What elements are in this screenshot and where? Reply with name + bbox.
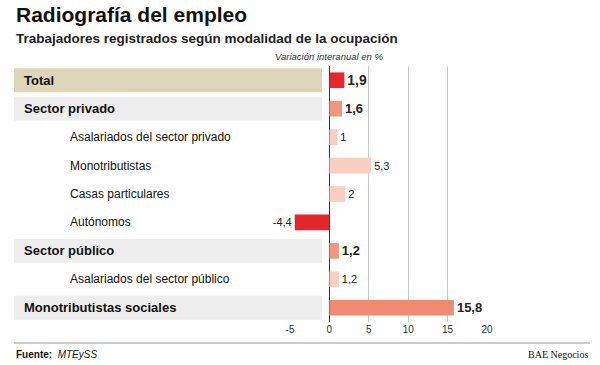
svg-text:Casas particulares: Casas particulares — [70, 187, 169, 201]
svg-text:Sector público: Sector público — [24, 243, 114, 258]
svg-text:1,9: 1,9 — [347, 73, 367, 88]
svg-text:20: 20 — [481, 324, 493, 335]
svg-text:-4,4: -4,4 — [273, 216, 292, 228]
svg-text:Trabajadores registrados según: Trabajadores registrados según modalidad… — [16, 31, 398, 46]
svg-text:Fuente: MTEySS: Fuente: MTEySS — [16, 349, 97, 360]
svg-text:Monotributistas sociales: Monotributistas sociales — [24, 300, 176, 315]
svg-text:2: 2 — [348, 188, 354, 200]
svg-text:Total: Total — [24, 73, 54, 88]
svg-text:BAE Negocios: BAE Negocios — [528, 349, 588, 360]
svg-text:Sector privado: Sector privado — [24, 101, 115, 116]
svg-text:5: 5 — [366, 324, 372, 335]
svg-text:-5: -5 — [286, 324, 295, 335]
svg-text:1,2: 1,2 — [342, 273, 357, 285]
svg-text:1: 1 — [340, 131, 346, 143]
svg-text:1,2: 1,2 — [342, 243, 360, 258]
svg-text:0: 0 — [327, 324, 333, 335]
svg-text:Asalariados del sector público: Asalariados del sector público — [70, 272, 230, 286]
svg-text:Radiografía del empleo: Radiografía del empleo — [16, 3, 247, 26]
svg-text:Variación interanual en %: Variación interanual en % — [275, 51, 383, 62]
svg-text:10: 10 — [403, 324, 415, 335]
svg-text:Monotributistas: Monotributistas — [70, 159, 151, 173]
svg-text:5,3: 5,3 — [374, 160, 389, 172]
svg-text:Autónomos: Autónomos — [70, 215, 131, 229]
svg-text:15: 15 — [442, 324, 454, 335]
svg-text:Asalariados del sector privado: Asalariados del sector privado — [70, 130, 231, 144]
svg-text:15,8: 15,8 — [457, 300, 482, 315]
svg-text:1,6: 1,6 — [345, 101, 363, 116]
